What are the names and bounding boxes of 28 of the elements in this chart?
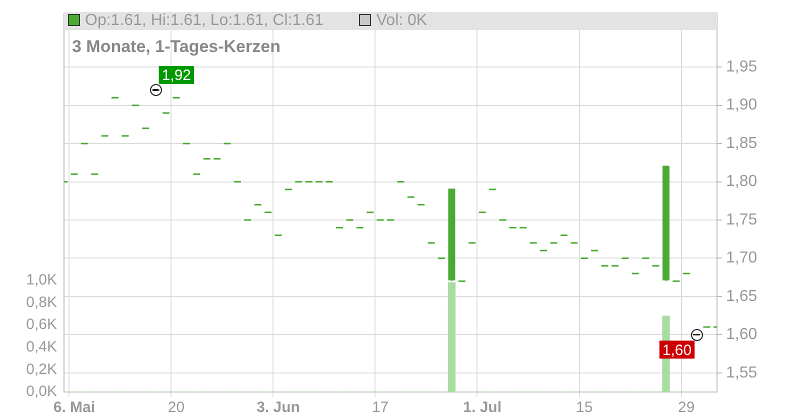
- y2-tick-label: 0,6K: [26, 316, 57, 334]
- x-tick-label: 17: [372, 399, 389, 416]
- y2-tick-label: 0,2K: [26, 360, 57, 378]
- bar: [448, 282, 456, 392]
- x-tick-label: 29: [678, 399, 695, 416]
- y2-tick-label: 1,0K: [26, 272, 57, 289]
- annotation: Vol: 0K: [376, 12, 428, 29]
- x-tick-label: 1. Jul: [463, 399, 502, 416]
- y-tick-label: 1,55: [726, 364, 758, 382]
- y-tick-label: 1,65: [726, 288, 758, 305]
- annotation: Op:1.61, Hi:1.61, Lo:1.61, Cl:1.61: [85, 12, 324, 29]
- y-tick-label: 1,60: [726, 326, 758, 344]
- y-tick-label: 1,85: [726, 134, 758, 152]
- x-tick-label: 3. Jun: [256, 399, 300, 416]
- y2-tick-label: 0,8K: [26, 294, 57, 311]
- x-tick-label: 15: [576, 399, 593, 416]
- y-tick-label: 1,70: [726, 250, 758, 267]
- annotation: 1,92: [162, 67, 192, 84]
- x-tick-label: 20: [168, 399, 185, 416]
- y-tick-label: 1,80: [726, 173, 758, 190]
- y-tick-label: 1,90: [726, 96, 758, 114]
- y2-tick-label: 0,0K: [26, 383, 57, 400]
- annotation: 1,60: [662, 342, 692, 359]
- y-tick-label: 1,75: [726, 211, 758, 228]
- y2-tick-label: 0,4K: [26, 338, 57, 356]
- x-tick-label: 6. Mai: [53, 399, 96, 416]
- text: 3 Monate, 1-Tages-Kerzen: [72, 37, 280, 57]
- y-tick-label: 1,95: [726, 58, 758, 76]
